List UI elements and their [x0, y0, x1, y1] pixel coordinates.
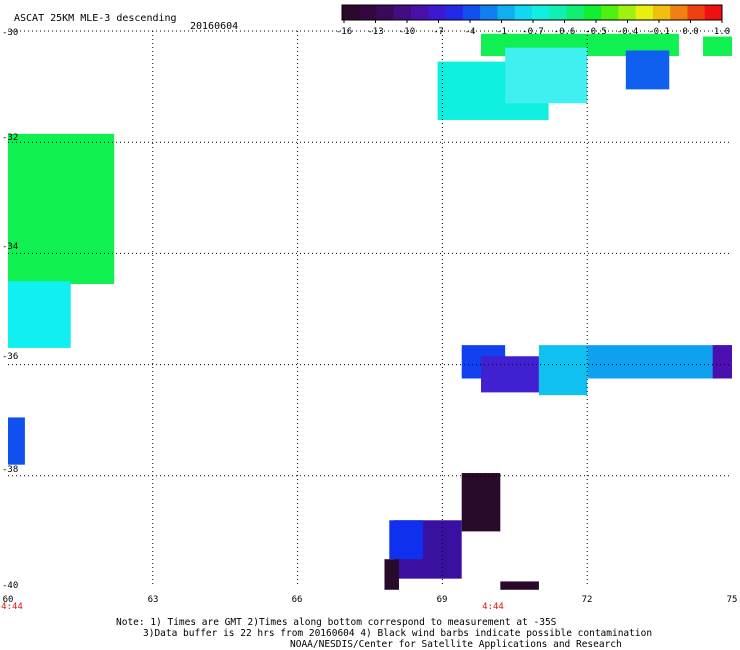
left-swath-blue: [8, 417, 25, 465]
map-title: ASCAT 25KM MLE-3 descending: [14, 13, 177, 24]
lon-label-66: 66: [291, 595, 303, 605]
colorbar-tick-label: -0.7: [522, 27, 544, 37]
bottom-swath-dark2: [384, 559, 399, 590]
colorbar-tick-label: -0.4: [616, 27, 639, 37]
lat-label-30: -30: [2, 28, 19, 38]
colorbar-tick-label: -0.5: [585, 27, 607, 37]
colorbar-tick-label: 1.0: [713, 27, 731, 37]
bottom-swath-dark3: [500, 581, 539, 590]
bottom-swath-blue: [389, 520, 424, 560]
colorbar-segment: [428, 5, 447, 20]
bottom-swath-dark: [461, 473, 501, 532]
colorbar-segment: [445, 5, 464, 20]
colorbar-segment: [376, 5, 395, 20]
mid-right-swath-lightblue: [587, 345, 732, 379]
colorbar-tick-label: -13: [367, 27, 384, 37]
colorbar-tick-label: -1: [496, 27, 507, 37]
mid-right-swath-violet: [481, 356, 539, 393]
colorbar-segment: [652, 5, 671, 20]
upper-right-swath-green2: [703, 36, 732, 57]
note-line-1: Note: 1) Times are GMT 2)Times along bot…: [116, 617, 557, 628]
lon-label-75: 75: [726, 595, 738, 605]
colorbar-tick-label: -0.6: [553, 27, 576, 37]
colorbar-tick-label: -10: [398, 27, 416, 37]
colorbar-segment: [618, 5, 637, 20]
colorbar-segment: [359, 5, 378, 20]
colorbar-tick-label: -0.1: [648, 27, 670, 37]
colorbar-segment: [532, 5, 550, 20]
note-line-2: 3)Data buffer is 22 hrs from 20160604 4)…: [143, 628, 653, 639]
lon-label-60: 60: [2, 595, 14, 605]
colorbar-segment: [411, 5, 429, 20]
lat-label-36: -36: [2, 352, 19, 362]
lat-label-34: -34: [2, 242, 19, 252]
upper-right-swath-lightcyan: [505, 47, 588, 104]
colorbar-segment: [497, 5, 516, 20]
note-line-3: NOAA/NESDIS/Center for Satellite Applica…: [290, 639, 622, 650]
lon-label-72: 72: [581, 595, 593, 605]
colorbar-segment: [480, 5, 498, 20]
lon-label-69: 69: [436, 595, 448, 605]
colorbar-segment: [462, 5, 481, 20]
colorbar-frame: [341, 4, 723, 21]
lat-label-38: -38: [2, 465, 19, 475]
colorbar-segment: [687, 5, 706, 20]
colorbar-segment: [393, 5, 412, 20]
colorbar-segment: [514, 5, 533, 20]
time-label-left: 4:44: [1, 602, 23, 612]
colorbar-tick-label: -7: [433, 27, 444, 37]
colorbar-segment: [670, 5, 688, 20]
colorbar-segment: [549, 5, 568, 20]
colorbar-segment: [583, 5, 602, 20]
colorbar-segment: [635, 5, 654, 20]
colorbar-segment: [704, 5, 723, 20]
left-swath-green: [8, 133, 115, 284]
left-swath-cyan: [8, 281, 71, 348]
lat-label-32: -32: [2, 133, 19, 143]
colorbar-tick-label: 0.0: [682, 27, 699, 37]
upper-right-swath-blue: [625, 50, 670, 90]
time-label-right: 4:44: [482, 602, 504, 612]
colorbar-segment: [566, 5, 585, 20]
colorbar-segment: [342, 5, 360, 20]
colorbar-tick-label: -16: [335, 27, 353, 37]
colorbar-segment: [601, 5, 619, 20]
lon-label-63: 63: [147, 595, 159, 605]
mid-right-swath-purple: [712, 345, 732, 379]
colorbar-tick-label: -4: [464, 27, 476, 37]
mid-right-swath-cyan: [538, 345, 588, 396]
map-date: 20160604: [190, 21, 239, 32]
lat-label-40: -40: [2, 581, 19, 591]
